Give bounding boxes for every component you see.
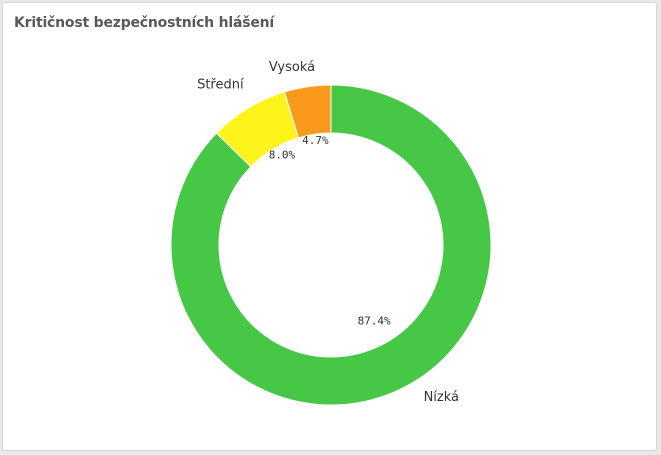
chart-title: Kritičnost bezpečnostních hlášení	[14, 15, 275, 31]
slice-vysoka[interactable]	[283, 84, 332, 139]
value-label-vysoka: 4.7%	[302, 134, 329, 147]
category-label-vysoka: Vysoká	[269, 60, 315, 75]
value-label-nizka: 87.4%	[358, 315, 391, 328]
category-label-nizka: Nízká	[424, 390, 459, 405]
value-label-stredni: 8.0%	[269, 148, 296, 161]
category-label-stredni: Střední	[197, 78, 244, 93]
slice-nizka[interactable]	[170, 84, 492, 406]
